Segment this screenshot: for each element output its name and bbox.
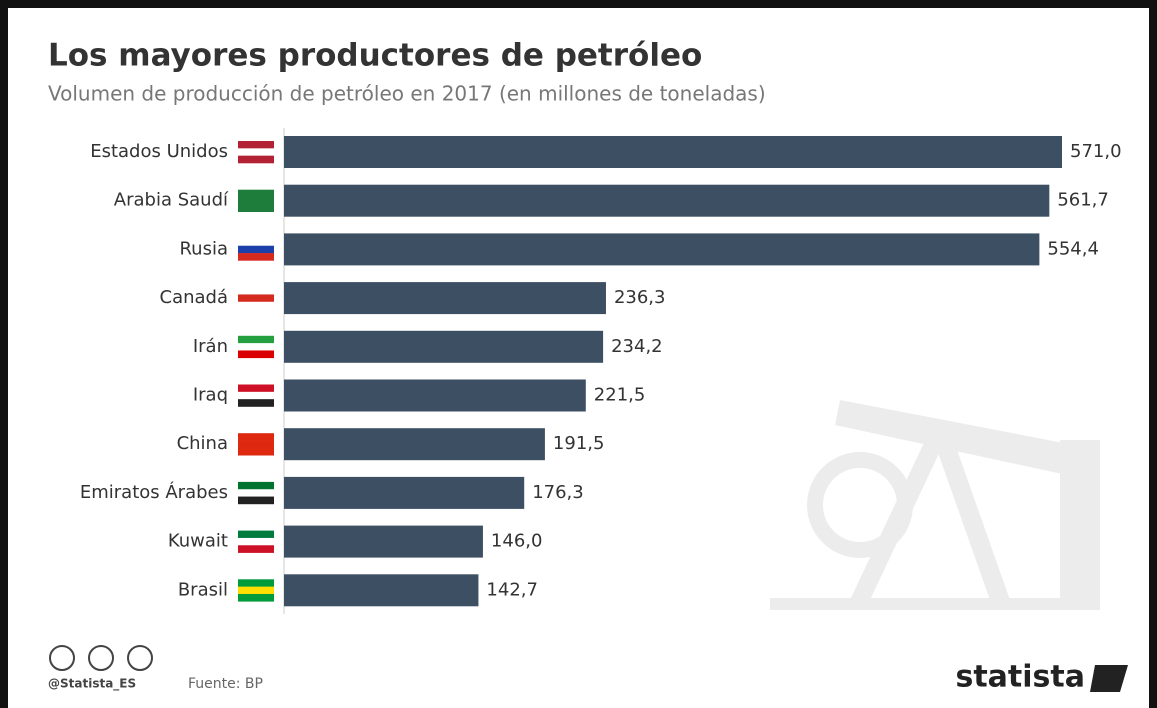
- bar: [284, 136, 1062, 168]
- chart-title: Los mayores productores de petróleo: [48, 38, 702, 74]
- category-label: Brasil: [178, 579, 228, 600]
- flag-stripe: [238, 302, 274, 310]
- flag-stripe: [238, 538, 274, 546]
- category-label: Kuwait: [168, 531, 228, 552]
- flag-stripe: [238, 246, 274, 254]
- flag-stripe: [238, 156, 274, 164]
- category-label: Iraq: [193, 385, 228, 406]
- flag-stripe: [238, 287, 274, 295]
- category-label: Irán: [193, 336, 228, 357]
- flag-stripe: [238, 336, 274, 344]
- flag-stripe: [238, 197, 274, 205]
- category-label: China: [177, 433, 228, 454]
- category-label: Arabia Saudí: [114, 190, 229, 211]
- value-label: 236,3: [614, 287, 666, 308]
- flag-stripe: [238, 204, 274, 212]
- bar: [284, 574, 478, 606]
- flag-stripe: [238, 350, 274, 358]
- value-label: 146,0: [491, 531, 543, 552]
- flag-stripe: [238, 385, 274, 393]
- flag-stripe: [238, 141, 274, 149]
- chart-subtitle: Volumen de producción de petróleo en 201…: [48, 82, 766, 106]
- flag-stripe: [238, 594, 274, 602]
- bar: [284, 428, 545, 460]
- flag-stripe: [238, 190, 274, 198]
- flag-stripe: [238, 497, 274, 505]
- bar: [284, 233, 1039, 265]
- bar: [284, 477, 524, 509]
- bar: [284, 185, 1049, 217]
- flag-stripe: [238, 489, 274, 497]
- category-label: Rusia: [179, 238, 228, 259]
- flag-stripe: [238, 441, 274, 449]
- flag-stripe: [238, 294, 274, 302]
- flag-stripe: [238, 253, 274, 261]
- value-label: 191,5: [553, 433, 605, 454]
- category-label: Canadá: [160, 287, 229, 308]
- value-label: 234,2: [611, 336, 663, 357]
- flag-stripe: [238, 587, 274, 595]
- brand-logo: statista: [955, 660, 1085, 695]
- bar: [284, 282, 606, 314]
- bar: [284, 331, 603, 363]
- flag-stripe: [238, 148, 274, 156]
- flag-stripe: [238, 433, 274, 441]
- chart: Los mayores productores de petróleo Volu…: [0, 0, 1157, 708]
- flag-stripe: [238, 392, 274, 400]
- value-label: 554,4: [1047, 238, 1099, 259]
- bar: [284, 526, 483, 558]
- source: Fuente: BP: [188, 676, 263, 692]
- value-label: 221,5: [594, 385, 646, 406]
- category-label: Emiratos Árabes: [80, 481, 228, 503]
- credit: @Statista_ES: [48, 677, 136, 692]
- flag-stripe: [238, 238, 274, 246]
- value-label: 142,7: [486, 579, 538, 600]
- value-label: 176,3: [532, 482, 584, 503]
- flag-stripe: [238, 448, 274, 456]
- page: Los mayores productores de petróleo Volu…: [0, 0, 1157, 708]
- bar: [284, 380, 586, 412]
- flag-stripe: [238, 545, 274, 553]
- flag-stripe: [238, 343, 274, 351]
- flag-stripe: [238, 531, 274, 539]
- category-label: Estados Unidos: [90, 141, 228, 162]
- value-label: 561,7: [1057, 190, 1109, 211]
- value-label: 571,0: [1070, 141, 1122, 162]
- flag-stripe: [238, 482, 274, 490]
- flag-stripe: [238, 399, 274, 407]
- flag-stripe: [238, 579, 274, 587]
